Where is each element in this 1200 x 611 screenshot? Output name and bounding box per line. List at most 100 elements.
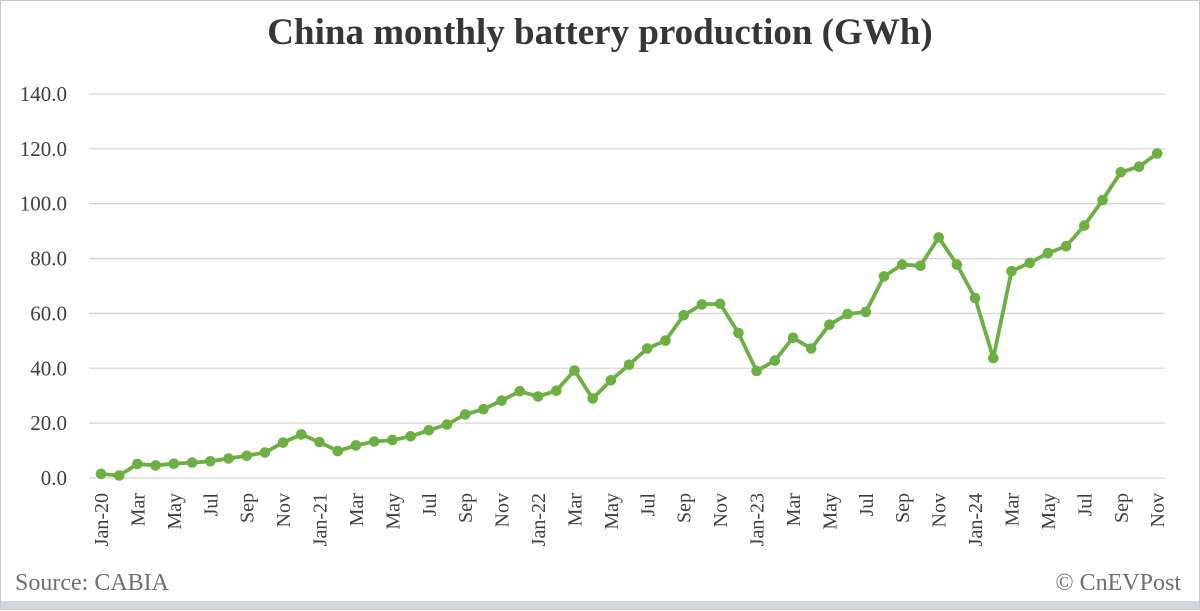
data-point xyxy=(1151,148,1163,159)
series-line xyxy=(99,151,1160,478)
y-tick-label: 140.0 xyxy=(20,82,67,106)
x-tick-label: May xyxy=(164,493,186,530)
x-tick-label: Sep xyxy=(237,493,259,523)
data-point xyxy=(496,395,507,406)
data-point xyxy=(696,299,708,310)
x-tick-label: Jul xyxy=(637,493,659,517)
data-point xyxy=(150,460,161,471)
data-point xyxy=(132,458,143,470)
data-point xyxy=(168,458,180,470)
data-point xyxy=(314,436,325,448)
source-label: Source: CABIA xyxy=(15,570,169,596)
x-tick-label: Sep xyxy=(1111,493,1133,523)
data-point xyxy=(733,327,744,339)
x-tick-label: May xyxy=(601,493,623,530)
y-tick-label: 20.0 xyxy=(30,411,67,435)
x-tick-label: Sep xyxy=(892,493,914,523)
data-point xyxy=(1024,257,1035,269)
data-point xyxy=(933,232,944,243)
x-tick-label: Jul xyxy=(200,493,222,517)
data-point xyxy=(459,409,471,420)
data-point xyxy=(368,436,380,447)
data-point xyxy=(896,259,908,270)
x-tick-label: May xyxy=(819,493,841,530)
y-axis-labels: 0.0 20.0 40.0 60.0 80.0 100.0 120.0 140.0 xyxy=(20,82,67,490)
data-point xyxy=(787,332,799,344)
data-point xyxy=(569,365,580,376)
x-tick-label: Nov xyxy=(710,493,732,527)
x-tick-label: Jan-23 xyxy=(747,493,769,546)
data-point xyxy=(241,450,252,462)
data-point xyxy=(1060,240,1072,252)
y-tick-label: 0.0 xyxy=(41,466,67,490)
data-point xyxy=(259,447,271,458)
x-tick-label: Mar xyxy=(346,493,368,527)
data-point xyxy=(1079,220,1090,231)
data-point xyxy=(387,434,398,446)
y-tick-label: 60.0 xyxy=(30,301,67,325)
x-tick-label: Jul xyxy=(419,493,441,517)
x-tick-label: May xyxy=(1038,493,1060,530)
gridlines xyxy=(89,93,1165,479)
x-tick-label: Jul xyxy=(1074,493,1096,517)
data-point xyxy=(423,425,435,436)
data-point xyxy=(514,386,526,397)
x-tick-label: Mar xyxy=(783,493,805,527)
data-point xyxy=(805,343,817,354)
x-tick-label: Sep xyxy=(455,493,477,523)
y-tick-label: 40.0 xyxy=(30,356,67,380)
x-tick-label: Nov xyxy=(929,493,951,527)
x-tick-label: Sep xyxy=(674,493,696,523)
data-point xyxy=(969,292,981,304)
data-point xyxy=(678,310,689,321)
data-point xyxy=(860,306,872,318)
data-point xyxy=(186,457,198,468)
data-point xyxy=(332,445,344,457)
x-tick-label: Nov xyxy=(1147,493,1169,527)
data-point xyxy=(1133,161,1145,172)
y-tick-label: 100.0 xyxy=(20,192,67,216)
x-tick-label: Nov xyxy=(273,493,295,527)
data-point xyxy=(95,468,107,480)
data-point xyxy=(350,440,362,451)
x-tick-label: Jan-22 xyxy=(528,493,550,546)
data-points xyxy=(95,148,1163,481)
data-point xyxy=(205,456,216,467)
data-point xyxy=(113,470,125,481)
x-tick-label: Mar xyxy=(564,493,586,527)
x-tick-label: Jan-21 xyxy=(310,493,332,546)
data-point xyxy=(714,298,726,310)
x-tick-label: Mar xyxy=(127,493,149,527)
data-point xyxy=(1097,194,1108,206)
x-axis-labels: Jan-20 Mar May Jul Sep Nov Jan-21 Mar May Jul Sep N… xyxy=(91,493,1169,547)
data-point xyxy=(951,259,963,270)
x-tick-label: Nov xyxy=(492,493,514,527)
data-point xyxy=(915,260,926,272)
chart-title: China monthly battery production (GWh) xyxy=(267,12,933,53)
data-point xyxy=(751,365,762,377)
bottom-accent-bar xyxy=(1,601,1199,609)
data-point xyxy=(405,431,416,442)
x-tick-label: May xyxy=(382,493,404,530)
data-point xyxy=(988,352,999,364)
data-point xyxy=(587,393,598,404)
watermark-label: © CnEVPost xyxy=(1055,570,1181,596)
data-point xyxy=(660,335,671,346)
data-point xyxy=(623,359,635,371)
data-point xyxy=(296,429,307,440)
data-point xyxy=(1042,247,1054,259)
data-point xyxy=(1006,265,1017,277)
data-point xyxy=(532,391,544,402)
data-point xyxy=(642,343,653,354)
x-tick-label: Jan-20 xyxy=(91,493,113,546)
x-tick-label: Jan-24 xyxy=(965,493,987,546)
y-tick-label: 80.0 xyxy=(30,247,67,271)
data-point xyxy=(551,385,562,397)
data-point xyxy=(1115,166,1127,178)
data-point xyxy=(223,453,234,464)
y-tick-label: 120.0 xyxy=(20,137,67,161)
x-tick-label: Jul xyxy=(856,493,878,517)
data-point xyxy=(824,319,835,331)
